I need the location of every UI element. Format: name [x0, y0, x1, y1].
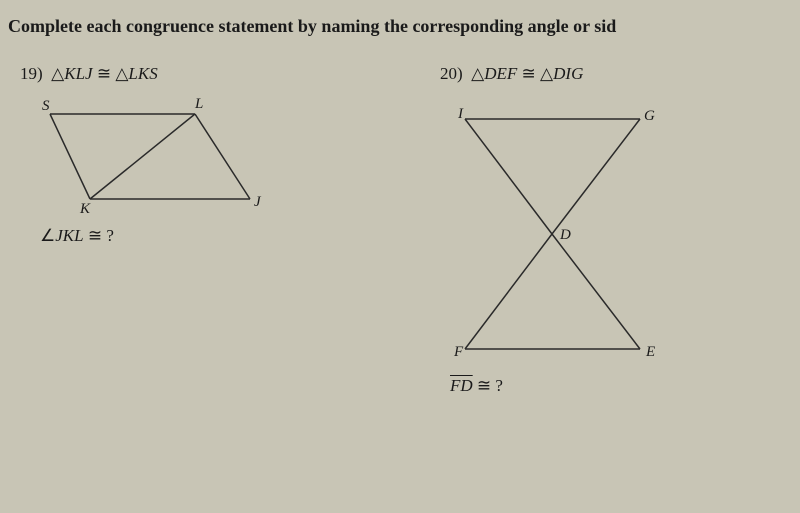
triangle-symbol: △: [51, 64, 64, 83]
segment-fd: FD: [450, 376, 473, 395]
problem-19-number: 19): [20, 64, 43, 83]
vertex-k: K: [80, 201, 90, 218]
triangle-lks: LKS: [128, 64, 157, 83]
vertex-f: F: [454, 344, 463, 361]
congruent-symbol: ≅: [522, 64, 536, 83]
triangle-dig: DIG: [553, 64, 583, 83]
vertex-i: I: [458, 106, 463, 123]
problem-20-statement: 20) △DEF ≅ △DIG: [440, 64, 780, 84]
vertex-j: J: [254, 194, 261, 211]
worksheet-header: Complete each congruence statement by na…: [8, 16, 616, 37]
question-19-suffix: ≅ ?: [84, 226, 114, 245]
problem-20: 20) △DEF ≅ △DIG I G D F E FD ≅ ?: [440, 64, 780, 396]
question-19: ∠JKL ≅ ?: [40, 226, 380, 246]
angle-jkl: JKL: [55, 226, 83, 245]
problem-20-number: 20): [440, 64, 463, 83]
triangle-symbol: △: [471, 64, 484, 83]
vertex-s: S: [42, 98, 50, 115]
vertex-l: L: [195, 96, 203, 113]
vertex-g: G: [644, 108, 655, 125]
vertex-e: E: [646, 344, 655, 361]
figure-19: S L K J: [20, 104, 280, 214]
vertex-d: D: [560, 227, 571, 244]
triangle-symbol: △: [540, 64, 553, 83]
question-20: FD ≅ ?: [450, 376, 780, 396]
problem-19: 19) △KLJ ≅ △LKS S L K J ∠JKL ≅ ?: [20, 64, 380, 246]
congruent-symbol: ≅: [97, 64, 111, 83]
triangle-def: DEF: [484, 64, 517, 83]
figure-20-svg: [440, 104, 670, 364]
figure-19-svg: [20, 104, 280, 214]
angle-symbol: ∠: [40, 226, 55, 245]
figure-20: I G D F E: [440, 104, 670, 364]
problem-19-statement: 19) △KLJ ≅ △LKS: [20, 64, 380, 84]
triangle-symbol: △: [115, 64, 128, 83]
triangle-klj: KLJ: [64, 64, 92, 83]
question-20-suffix: ≅ ?: [473, 376, 503, 395]
